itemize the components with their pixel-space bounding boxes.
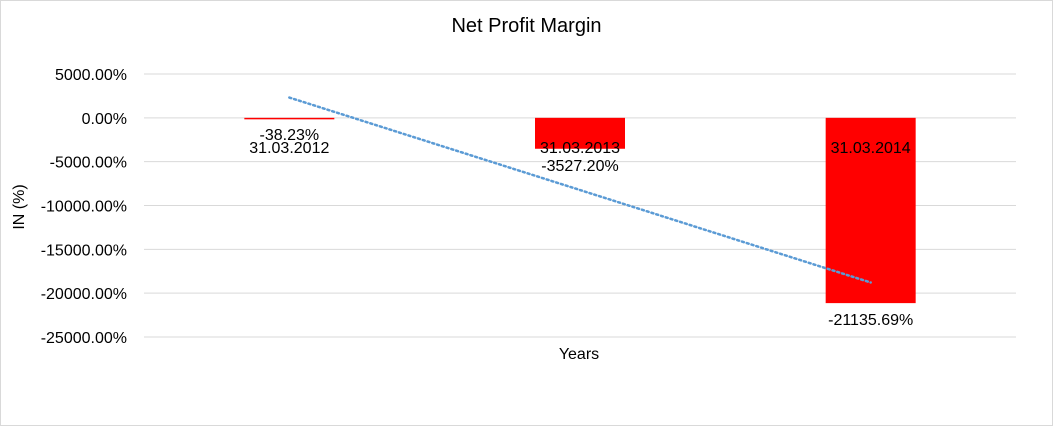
trendline — [288, 96, 872, 284]
bar — [825, 117, 916, 304]
y-tick-label: 0.00% — [82, 111, 127, 128]
y-tick-label: -5000.00% — [50, 155, 127, 172]
bar — [244, 117, 335, 120]
x-axis-title: Years — [559, 346, 599, 363]
x-category-label: 31.03.2014 — [831, 140, 911, 157]
y-tick-labels: 5000.00% 0.00% -5000.00% -10000.00% -15000.0… — [41, 67, 127, 347]
y-tick-label: 5000.00% — [55, 67, 127, 84]
bar — [535, 117, 625, 149]
bars — [244, 117, 916, 304]
chart-title: Net Profit Margin — [451, 15, 602, 37]
data-label: -3527.20% — [541, 158, 618, 175]
y-tick-label: -25000.00% — [41, 330, 127, 347]
x-category-label: 31.03.2013 — [540, 140, 620, 157]
y-axis-title: IN (%) — [11, 184, 28, 229]
trendline-layer — [288, 96, 872, 284]
y-tick-label: -20000.00% — [41, 286, 127, 303]
category-labels: 31.03.2012 31.03.2013 31.03.2014 — [249, 140, 911, 157]
data-label: -38.23% — [260, 127, 320, 144]
data-labels: -38.23% -3527.20% -21135.69% — [260, 127, 914, 329]
y-tick-label: -10000.00% — [41, 199, 127, 216]
y-tick-label: -15000.00% — [41, 242, 127, 259]
data-label: -21135.69% — [828, 312, 913, 329]
x-category-label: 31.03.2012 — [249, 140, 329, 157]
